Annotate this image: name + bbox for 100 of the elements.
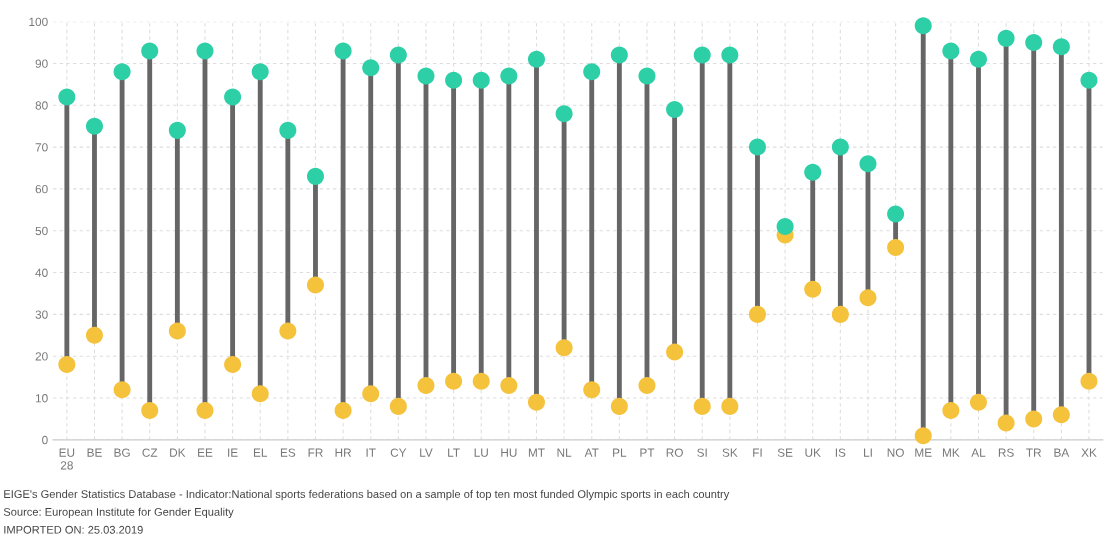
point [141,42,159,60]
point [638,67,656,85]
point [942,42,960,60]
x-tick-label: RO [666,448,683,457]
point [748,138,766,156]
point [500,67,518,85]
y-tick-label: 20 [35,352,48,361]
point [196,42,214,60]
x-tick-label: SK [722,448,738,457]
point [721,46,739,64]
x-tick-label: IE [228,448,238,457]
x-tick-label: LU [474,448,488,457]
point [555,339,573,357]
x-tick-label: AT [584,448,599,457]
point [721,397,739,415]
point [472,372,490,390]
point [776,218,794,236]
x-tick-label: HR [335,448,352,457]
point [693,397,711,415]
text: EIGE's Gender Statistics Database - Indicator:National sports federations based on a sample of top ten most funded Olympic sports in each country [4,489,730,501]
y-tick-label: 0 [42,435,48,445]
point [969,393,987,411]
point [334,42,352,60]
point [969,50,987,68]
point [914,427,932,445]
point [1080,71,1098,89]
point [58,356,76,374]
point [362,59,380,77]
point [1025,34,1043,52]
point [389,46,407,64]
y-tick-label: 10 [35,394,48,403]
point [472,71,490,89]
point [942,402,960,420]
x-tick-label: FI [753,448,762,457]
point [887,238,905,256]
source-note: Source: European Institute for Gender Equality [3,507,234,519]
x-tick-label: PT [640,448,655,457]
x-tick-label: CY [390,448,407,457]
point [555,105,573,123]
point [85,326,103,344]
point [804,163,822,181]
point [1052,38,1070,56]
point [224,88,242,106]
x-tick-label: IT [366,448,376,457]
point [251,385,269,403]
point [113,381,131,399]
y-tick-label: 50 [35,226,48,236]
point [445,372,463,390]
y-tick-label: 90 [35,59,48,68]
x-tick-label: PL [613,448,627,457]
point [389,397,407,415]
point [113,63,131,81]
point [693,46,711,64]
x-tick-label: MK [942,448,960,457]
point [997,29,1015,47]
point [279,121,297,139]
x-tick-label: SE [777,448,793,457]
point [362,385,380,403]
x-tick-label: EL [253,448,268,457]
x-tick-label: SI [697,448,707,457]
point [831,305,849,323]
x-tick-label: BE [87,448,102,457]
point [417,67,435,85]
point [85,117,103,135]
point [914,17,932,35]
x-tick-label: DK [170,448,186,457]
point [445,71,463,89]
point [997,414,1015,432]
x-tick-label: AL [971,448,986,457]
point [610,46,628,64]
point [168,121,186,139]
x-tick-label: NL [557,448,572,457]
x-tick-label: CZ [142,448,158,457]
point [527,393,545,411]
x-tick-label: NO [887,448,904,457]
point [583,63,601,81]
point [859,155,877,173]
point [1025,410,1043,428]
point [748,305,766,323]
point [804,280,822,298]
y-tick-label: 70 [35,143,48,152]
point [527,50,545,68]
text: IMPORTED ON: 25.03.2019 [4,525,143,534]
point [500,376,518,394]
point [58,88,76,106]
x-tick-label: MT [528,448,545,457]
x-tick-label: IS [835,448,846,457]
x-tick-label: RS [998,448,1014,457]
point [141,402,159,420]
x-tick-label: EU 28 [59,448,75,470]
point [610,397,628,415]
x-tick-label: BA [1054,448,1070,457]
point [887,205,905,223]
point [224,356,242,374]
x-tick-label: TR [1026,448,1042,457]
point [196,402,214,420]
point [583,381,601,399]
y-tick-label: 100 [29,17,48,27]
x-tick-label: EE [198,448,213,457]
point [1080,372,1098,390]
